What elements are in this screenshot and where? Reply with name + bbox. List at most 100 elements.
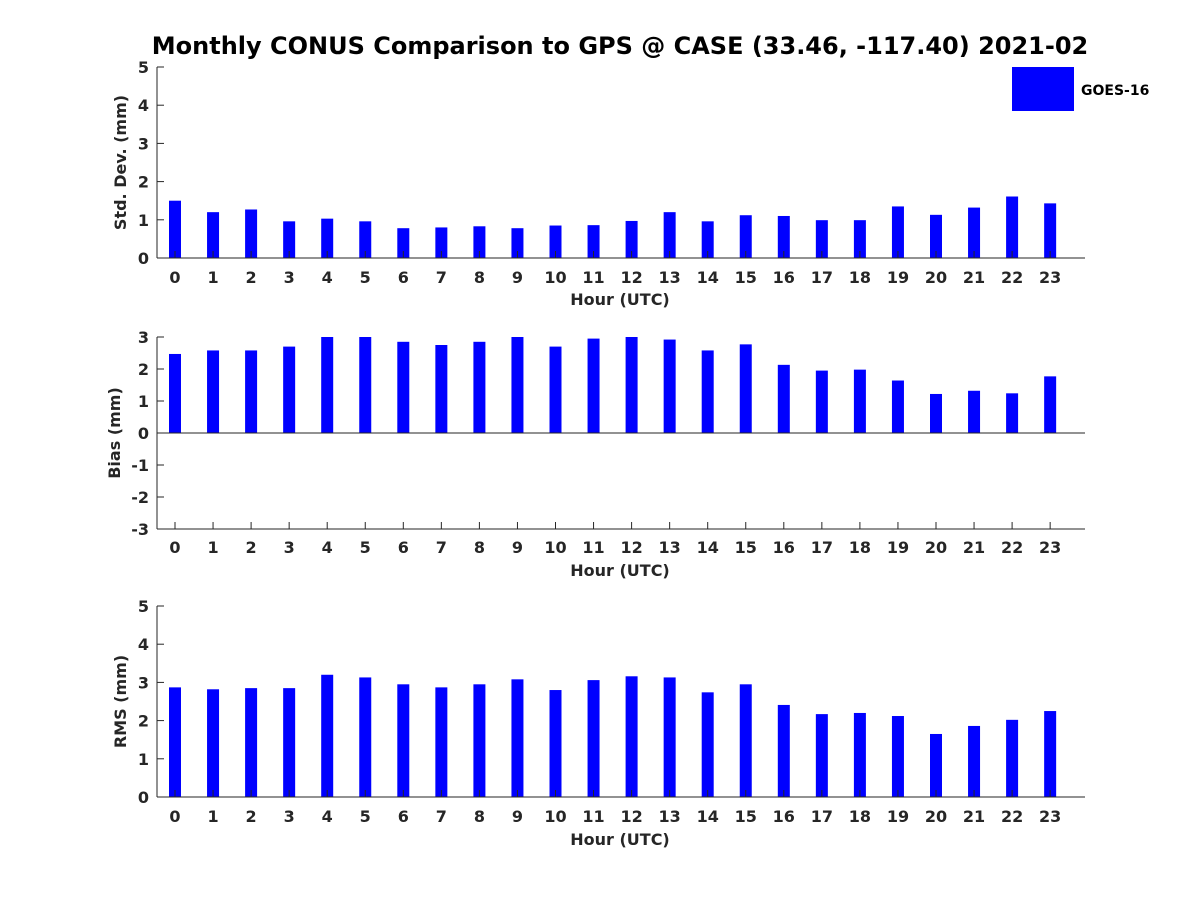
bar-bias-23 bbox=[1044, 376, 1057, 433]
x-tick-label-std-dev: 11 bbox=[582, 268, 604, 287]
bar-std-dev-21 bbox=[968, 207, 981, 258]
x-tick-label-bias: 10 bbox=[544, 538, 566, 557]
bar-bias-18 bbox=[853, 369, 866, 433]
bar-rms-4 bbox=[321, 674, 334, 797]
bar-std-dev-4 bbox=[321, 218, 334, 258]
legend-swatch bbox=[1012, 67, 1074, 111]
bar-rms-18 bbox=[853, 712, 866, 797]
bar-rms-19 bbox=[891, 716, 904, 797]
x-tick-label-rms: 20 bbox=[925, 807, 947, 826]
y-tick-label-bias: -1 bbox=[131, 456, 149, 475]
bar-std-dev-2 bbox=[245, 209, 258, 258]
bar-std-dev-15 bbox=[739, 215, 752, 258]
x-tick-label-std-dev: 9 bbox=[512, 268, 523, 287]
x-tick-label-rms: 7 bbox=[436, 807, 447, 826]
bar-bias-12 bbox=[625, 337, 638, 433]
legend-label: GOES-16 bbox=[1081, 83, 1149, 99]
bar-bias-21 bbox=[968, 390, 981, 433]
x-tick-label-bias: 18 bbox=[849, 538, 871, 557]
bar-std-dev-23 bbox=[1044, 203, 1057, 258]
bar-rms-22 bbox=[1006, 719, 1019, 797]
bar-bias-9 bbox=[511, 337, 524, 433]
bar-rms-9 bbox=[511, 679, 524, 797]
bar-rms-6 bbox=[397, 684, 410, 797]
chart-title: Monthly CONUS Comparison to GPS @ CASE (… bbox=[152, 32, 1088, 60]
bar-rms-13 bbox=[663, 677, 676, 797]
bar-std-dev-6 bbox=[397, 228, 410, 258]
y-tick-label-bias: 3 bbox=[138, 328, 149, 347]
x-tick-label-bias: 14 bbox=[697, 538, 719, 557]
x-tick-label-rms: 15 bbox=[735, 807, 757, 826]
bar-std-dev-1 bbox=[207, 212, 220, 258]
y-axis-label-rms: RMS (mm) bbox=[111, 655, 130, 748]
bar-rms-8 bbox=[473, 684, 486, 797]
bar-bias-17 bbox=[815, 370, 828, 433]
x-tick-label-bias: 8 bbox=[474, 538, 485, 557]
x-tick-label-std-dev: 12 bbox=[620, 268, 642, 287]
y-tick-label-std-dev: 3 bbox=[138, 134, 149, 153]
x-tick-label-std-dev: 0 bbox=[169, 268, 180, 287]
x-tick-label-rms: 18 bbox=[849, 807, 871, 826]
y-tick-label-bias: -2 bbox=[131, 488, 149, 507]
x-tick-label-bias: 9 bbox=[512, 538, 523, 557]
x-tick-label-std-dev: 16 bbox=[773, 268, 795, 287]
x-tick-label-rms: 23 bbox=[1039, 807, 1061, 826]
x-tick-label-rms: 11 bbox=[582, 807, 604, 826]
bar-rms-7 bbox=[435, 687, 448, 797]
x-tick-label-std-dev: 22 bbox=[1001, 268, 1023, 287]
bar-std-dev-12 bbox=[625, 220, 638, 258]
x-tick-label-std-dev: 21 bbox=[963, 268, 985, 287]
bar-bias-3 bbox=[283, 346, 296, 433]
bar-rms-23 bbox=[1044, 711, 1057, 797]
y-axis-label-std-dev: Std. Dev. (mm) bbox=[111, 95, 130, 230]
bar-std-dev-9 bbox=[511, 228, 524, 258]
legend: GOES-16 bbox=[1012, 67, 1149, 111]
x-tick-label-std-dev: 1 bbox=[207, 268, 218, 287]
bar-bias-10 bbox=[549, 346, 562, 433]
x-axis-label-rms: Hour (UTC) bbox=[570, 830, 670, 849]
x-tick-label-rms: 21 bbox=[963, 807, 985, 826]
x-tick-label-bias: 20 bbox=[925, 538, 947, 557]
bar-rms-2 bbox=[245, 688, 258, 797]
bar-rms-3 bbox=[283, 688, 296, 797]
x-tick-label-rms: 4 bbox=[322, 807, 333, 826]
bar-std-dev-17 bbox=[815, 220, 828, 258]
bar-rms-12 bbox=[625, 676, 638, 797]
x-tick-label-bias: 0 bbox=[169, 538, 180, 557]
x-axis-label-bias: Hour (UTC) bbox=[570, 561, 670, 580]
x-tick-label-std-dev: 23 bbox=[1039, 268, 1061, 287]
bar-rms-14 bbox=[701, 692, 714, 797]
x-tick-label-bias: 6 bbox=[398, 538, 409, 557]
x-tick-label-bias: 16 bbox=[773, 538, 795, 557]
bar-bias-19 bbox=[891, 380, 904, 433]
x-tick-label-bias: 5 bbox=[360, 538, 371, 557]
bar-std-dev-5 bbox=[359, 221, 372, 258]
bar-rms-10 bbox=[549, 690, 562, 797]
bar-rms-20 bbox=[930, 733, 942, 797]
x-tick-label-bias: 7 bbox=[436, 538, 447, 557]
bar-std-dev-20 bbox=[930, 214, 942, 258]
y-tick-label-std-dev: 0 bbox=[138, 249, 149, 268]
bar-bias-1 bbox=[207, 350, 220, 433]
y-axis-label-bias: Bias (mm) bbox=[105, 387, 124, 479]
y-tick-label-std-dev: 1 bbox=[138, 211, 149, 230]
bar-std-dev-16 bbox=[777, 215, 790, 258]
y-tick-label-std-dev: 4 bbox=[138, 96, 149, 115]
x-tick-label-bias: 19 bbox=[887, 538, 909, 557]
x-tick-label-std-dev: 7 bbox=[436, 268, 447, 287]
y-tick-label-rms: 4 bbox=[138, 635, 149, 654]
bar-rms-1 bbox=[207, 689, 220, 797]
x-tick-label-rms: 16 bbox=[773, 807, 795, 826]
x-tick-label-rms: 13 bbox=[659, 807, 681, 826]
bar-rms-5 bbox=[359, 677, 372, 797]
x-tick-label-std-dev: 10 bbox=[544, 268, 566, 287]
x-tick-label-rms: 1 bbox=[207, 807, 218, 826]
x-tick-label-bias: 12 bbox=[620, 538, 642, 557]
bar-rms-15 bbox=[739, 684, 752, 797]
bar-bias-11 bbox=[587, 338, 600, 433]
x-tick-label-rms: 5 bbox=[360, 807, 371, 826]
x-tick-label-std-dev: 4 bbox=[322, 268, 333, 287]
x-tick-label-rms: 0 bbox=[169, 807, 180, 826]
x-tick-label-bias: 15 bbox=[735, 538, 757, 557]
